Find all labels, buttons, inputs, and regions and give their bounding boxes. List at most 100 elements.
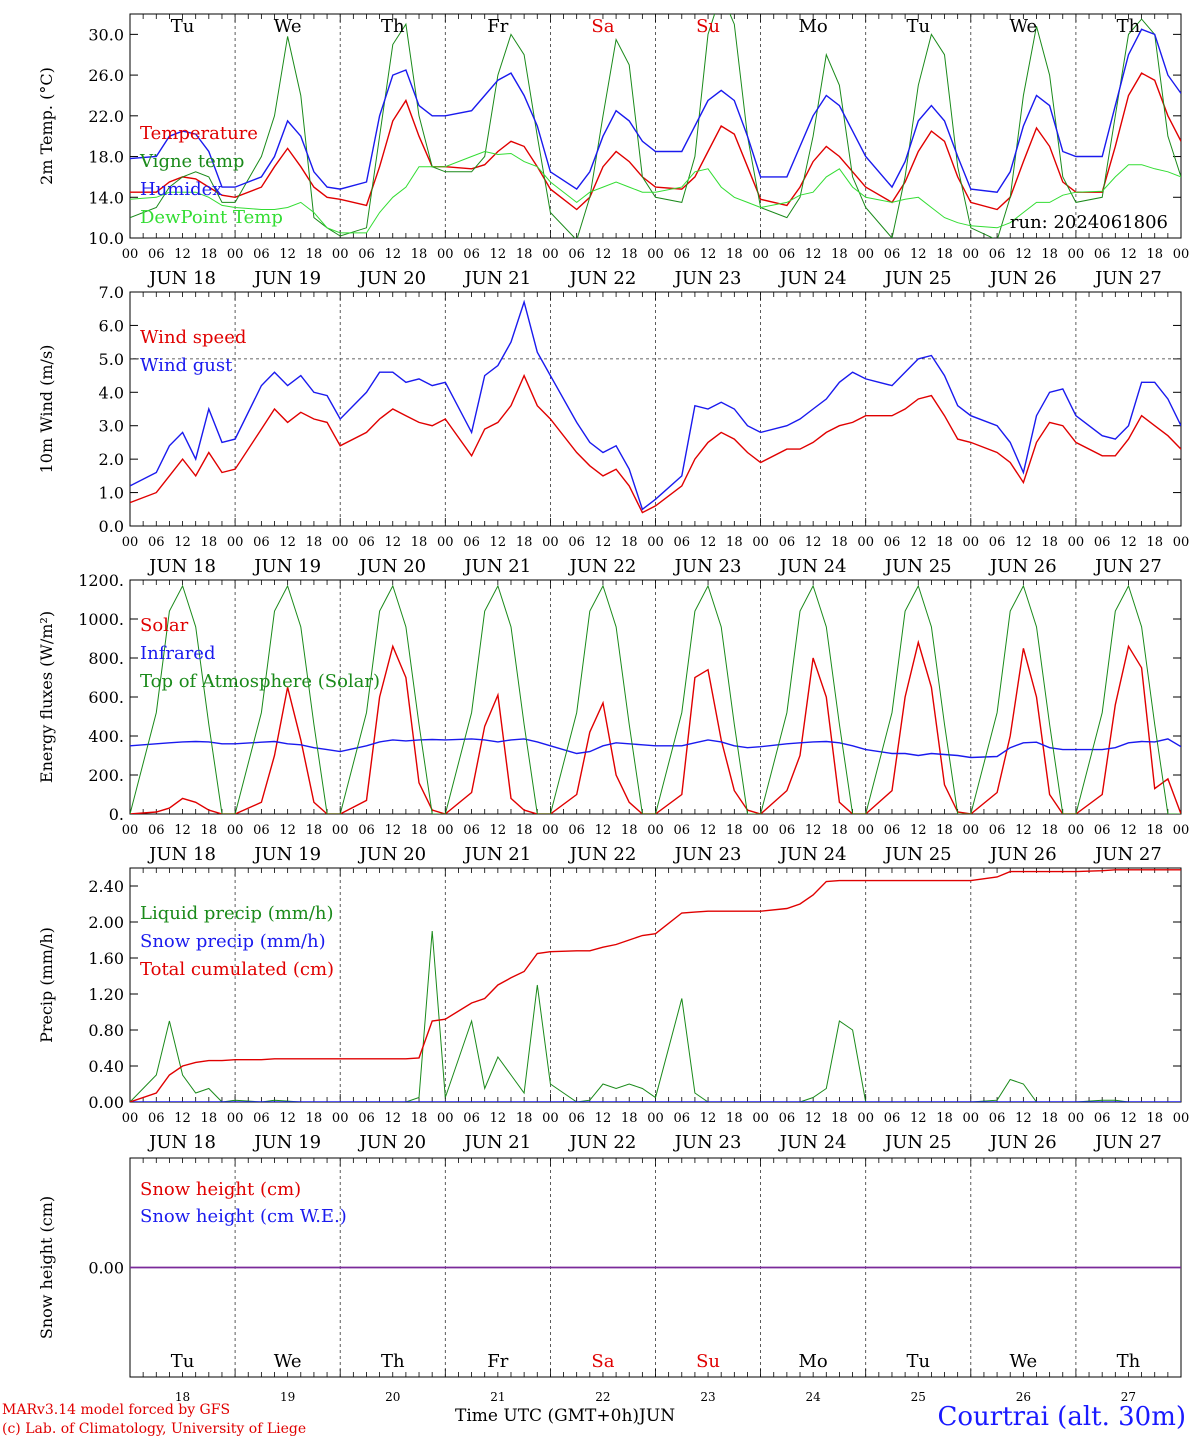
y-tick-label: 18.0 bbox=[88, 148, 124, 167]
series-line-top-of-atmosphere-solar bbox=[130, 584, 1181, 814]
hour-tick-label: 12 bbox=[910, 823, 927, 838]
y-tick-label: 600. bbox=[88, 688, 124, 707]
date-label: JUN 22 bbox=[568, 1132, 637, 1153]
hour-tick-label: 00 bbox=[332, 247, 349, 262]
hour-tick-label: 00 bbox=[542, 247, 559, 262]
hour-tick-label: 18 bbox=[936, 535, 953, 550]
hour-tick-label: 06 bbox=[253, 823, 270, 838]
y-tick-label: 0.0 bbox=[99, 517, 124, 536]
date-label: JUN 18 bbox=[147, 268, 216, 289]
day-number-label: 27 bbox=[1121, 1390, 1136, 1404]
hour-tick-label: 12 bbox=[174, 823, 191, 838]
day-number-label: 20 bbox=[385, 1390, 400, 1404]
date-label: JUN 25 bbox=[883, 268, 952, 289]
legend-entry: Temperature bbox=[140, 123, 258, 144]
hour-tick-label: 18 bbox=[1041, 535, 1058, 550]
y-tick-label: 0.40 bbox=[88, 1057, 124, 1076]
hour-tick-label: 12 bbox=[805, 1111, 822, 1126]
date-label: JUN 21 bbox=[462, 1132, 531, 1153]
date-label: JUN 19 bbox=[252, 556, 321, 577]
hour-tick-label: 18 bbox=[201, 1111, 218, 1126]
x-axis-month: JUN bbox=[639, 1406, 676, 1426]
date-label: JUN 20 bbox=[357, 268, 426, 289]
date-label: JUN 19 bbox=[252, 1132, 321, 1153]
hour-tick-label: 00 bbox=[437, 1111, 454, 1126]
hour-tick-label: 00 bbox=[752, 247, 769, 262]
hour-tick-label: 06 bbox=[358, 247, 375, 262]
y-tick-label: 200. bbox=[88, 766, 124, 785]
hour-tick-label: 00 bbox=[437, 247, 454, 262]
hour-tick-label: 00 bbox=[752, 535, 769, 550]
y-axis-label: 10m Wind (m/s) bbox=[37, 345, 56, 474]
hour-tick-label: 18 bbox=[1146, 823, 1163, 838]
hour-tick-label: 06 bbox=[989, 247, 1006, 262]
hour-tick-label: 18 bbox=[831, 1111, 848, 1126]
hour-tick-label: 12 bbox=[1120, 535, 1137, 550]
y-tick-label: 2.00 bbox=[88, 913, 124, 932]
y-tick-label: 2.40 bbox=[88, 877, 124, 896]
hour-tick-label: 06 bbox=[989, 823, 1006, 838]
hour-tick-label: 12 bbox=[279, 247, 296, 262]
hour-tick-label: 00 bbox=[857, 1111, 874, 1126]
hour-tick-label: 06 bbox=[358, 823, 375, 838]
hour-tick-label: 12 bbox=[910, 1111, 927, 1126]
hour-tick-label: 00 bbox=[647, 247, 664, 262]
legend-entry: Snow height (cm W.E.) bbox=[140, 1206, 347, 1227]
date-label: JUN 23 bbox=[673, 844, 742, 865]
weekday-label: Th bbox=[381, 1351, 405, 1372]
date-label: JUN 27 bbox=[1093, 556, 1162, 577]
hour-tick-label: 00 bbox=[857, 823, 874, 838]
date-label: JUN 20 bbox=[357, 1132, 426, 1153]
legend-entry: Top of Atmosphere (Solar) bbox=[140, 671, 380, 692]
date-label: JUN 27 bbox=[1093, 268, 1162, 289]
legend-entry: Total cumulated (cm) bbox=[140, 959, 334, 980]
hour-tick-label: 06 bbox=[1094, 247, 1111, 262]
series-line-total-cumulated-cm bbox=[130, 869, 1181, 1102]
hour-tick-label: 18 bbox=[1041, 247, 1058, 262]
date-label: JUN 18 bbox=[147, 556, 216, 577]
weekday-label: Mo bbox=[799, 1351, 828, 1372]
hour-tick-label: 18 bbox=[516, 823, 533, 838]
weekday-label: Th bbox=[381, 16, 405, 37]
weekday-label: Tu bbox=[171, 1351, 195, 1372]
series-line-humidex bbox=[130, 28, 1181, 193]
day-number-label: 21 bbox=[490, 1390, 505, 1404]
weekday-label: We bbox=[274, 1351, 302, 1372]
date-label: JUN 26 bbox=[988, 556, 1057, 577]
legend-entry: Humidex bbox=[140, 179, 222, 200]
hour-tick-label: 12 bbox=[805, 247, 822, 262]
hour-tick-label: 00 bbox=[1173, 535, 1190, 550]
hour-tick-label: 12 bbox=[1015, 1111, 1032, 1126]
hour-tick-label: 00 bbox=[542, 1111, 559, 1126]
hour-tick-label: 18 bbox=[726, 823, 743, 838]
hour-tick-label: 00 bbox=[542, 535, 559, 550]
hour-tick-label: 12 bbox=[700, 1111, 717, 1126]
hour-tick-label: 00 bbox=[1068, 1111, 1085, 1126]
hour-tick-label: 12 bbox=[384, 1111, 401, 1126]
hour-tick-label: 18 bbox=[621, 535, 638, 550]
weekday-label: We bbox=[274, 16, 302, 37]
hour-tick-label: 18 bbox=[411, 823, 428, 838]
hour-tick-label: 12 bbox=[279, 535, 296, 550]
hour-tick-label: 06 bbox=[148, 1111, 165, 1126]
hour-tick-label: 06 bbox=[463, 535, 480, 550]
hour-tick-label: 18 bbox=[516, 1111, 533, 1126]
hour-tick-label: 12 bbox=[174, 535, 191, 550]
hour-tick-label: 12 bbox=[1015, 535, 1032, 550]
date-label: JUN 20 bbox=[357, 556, 426, 577]
day-number-label: 22 bbox=[595, 1390, 610, 1404]
y-tick-label: 1200. bbox=[78, 571, 124, 590]
hour-tick-label: 18 bbox=[621, 823, 638, 838]
date-label: JUN 24 bbox=[778, 844, 847, 865]
hour-tick-label: 18 bbox=[516, 247, 533, 262]
date-label: JUN 24 bbox=[778, 556, 847, 577]
date-label: JUN 24 bbox=[778, 1132, 847, 1153]
hour-tick-label: 06 bbox=[1094, 1111, 1111, 1126]
hour-tick-label: 06 bbox=[779, 247, 796, 262]
hour-tick-label: 06 bbox=[989, 1111, 1006, 1126]
y-tick-label: 3.0 bbox=[99, 417, 124, 436]
hour-tick-label: 06 bbox=[253, 247, 270, 262]
date-label: JUN 19 bbox=[252, 844, 321, 865]
weekday-label: Tu bbox=[171, 16, 195, 37]
